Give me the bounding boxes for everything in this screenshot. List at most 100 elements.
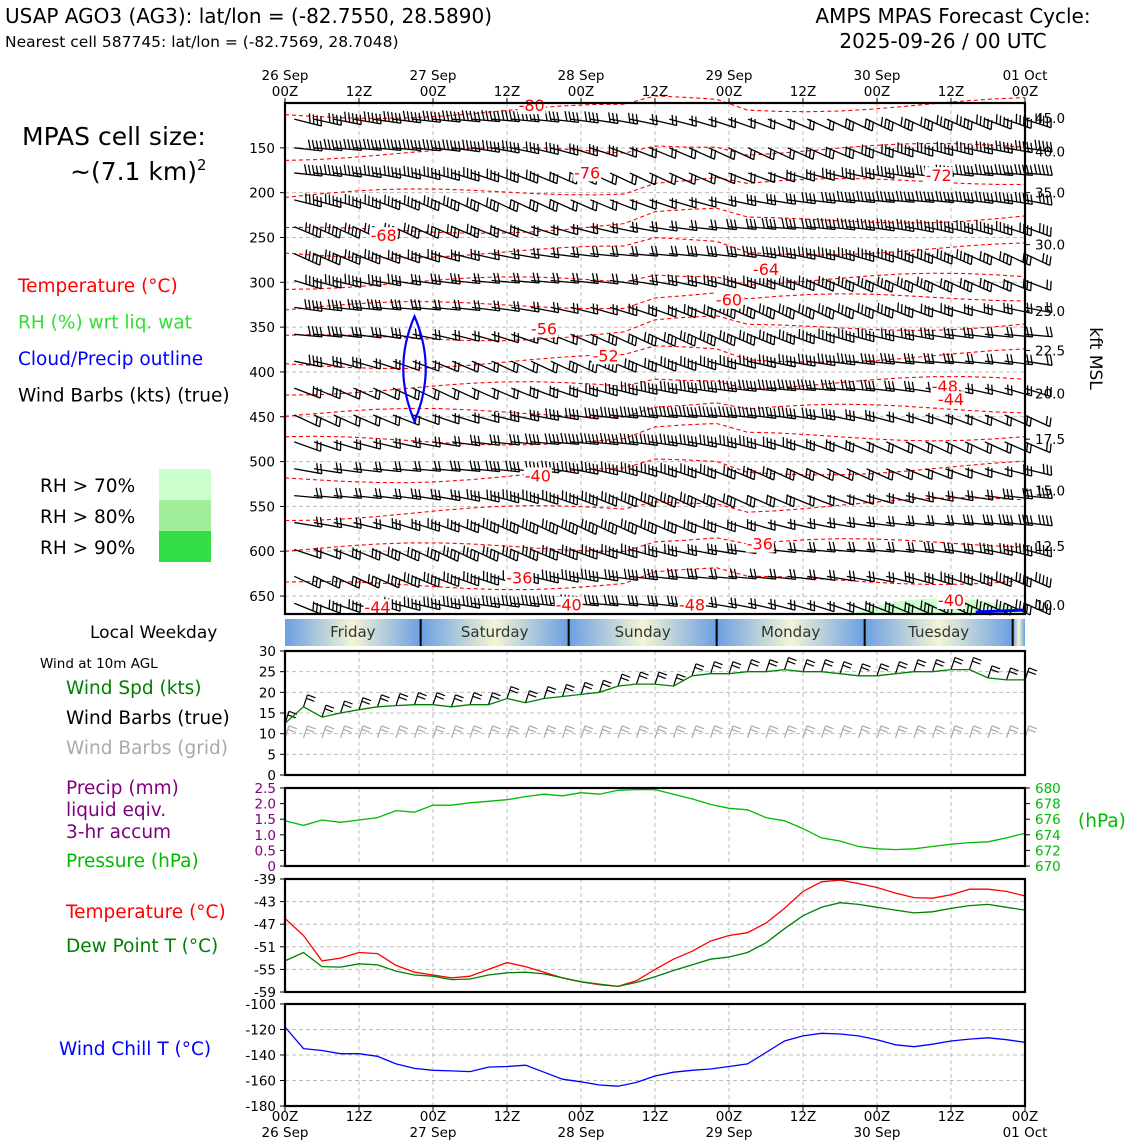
wind-barb-feather [417,551,421,562]
wind-barb-feather [639,406,643,417]
wind-barb-staff [728,602,756,610]
wind-barb-feather [1049,256,1052,266]
wind-barb-staff [945,575,973,586]
pressure-tick-label: 400 [249,365,275,381]
wind-barb-feather [841,167,844,177]
wind-barb-staff [471,602,500,609]
y-tick-label: -43 [254,895,276,911]
contour-label-bg [937,592,965,610]
wind-barb-feather [733,246,738,257]
wind-barb-staff [964,441,991,455]
wind-barb-staff [708,387,737,393]
wind-barb-feather [982,252,986,262]
wind-barb-feather [410,226,414,236]
wind-barb-feather [437,390,440,401]
wind-barb-feather [359,114,362,125]
wind-barb-staff [807,495,834,507]
wind-barb-feather [565,569,568,580]
wind-barb-feather [683,303,686,314]
wind-barb-feather [603,679,612,684]
wind-barb-feather [995,140,998,151]
wind-barb [432,272,461,285]
wind-barb [728,661,742,674]
wind-barb-grid [469,725,483,738]
wind-barb-staff [802,659,808,672]
wind-barb-feather [462,595,465,606]
wind-barb-staff [846,172,875,180]
wind-barb [1024,222,1052,238]
wind-barb [846,516,876,528]
wind-barb [649,433,678,447]
wind-barb-grid [506,725,520,738]
wind-barb-feather [880,725,890,730]
wind-barb-staff [708,360,736,370]
wind-barb-feather [710,496,713,506]
wind-barb-staff [826,548,855,553]
wind-barb [945,542,974,555]
wind-barb-feather [462,545,466,555]
wind-barb-staff [965,360,994,365]
wind-barb [570,111,599,124]
wind-barb-feather [809,408,813,419]
wind-barb-feather [513,248,516,259]
wind-barb-feather [489,434,493,445]
wind-barb-grid [765,725,779,738]
wind-barb [353,248,381,265]
wind-barb-feather [805,247,808,258]
wind-barb-feather [805,354,809,365]
wind-barb [412,329,441,341]
wind-barb [294,516,323,528]
wind-barb-staff [866,495,894,505]
wind-barb-staff [886,414,914,424]
wind-barb-feather [455,725,464,730]
wind-barb-feather [512,434,517,445]
wind-barb-feather [517,596,520,608]
wind-barb-feather [930,121,934,131]
wind-barb-feather [1030,142,1033,153]
wind-barb-feather [327,325,331,337]
wind-barb-staff [886,387,915,393]
wind-barb-feather [842,664,852,669]
wind-barb [471,411,500,424]
wind-barb-feather [825,725,834,730]
wind-barb-staff [333,147,362,151]
wind-barb-staff [452,602,480,609]
wind-barb-staff [984,387,1013,396]
wind-barb-feather [315,300,319,311]
wind-barb-staff [668,147,696,160]
wind-barb-staff [846,333,874,343]
wind-barb-feather [769,194,773,205]
wind-barb [1024,441,1052,454]
wind-barb-staff [787,306,814,320]
wind-barb-feather [492,692,501,697]
wind-barb-staff [846,468,873,482]
wind-barb [1024,252,1052,267]
wind-barb-feather [1035,572,1038,582]
wind-barb-staff [550,279,579,284]
wind-barb-feather [751,659,760,664]
wind-barb-staff [807,387,836,392]
wind-barb-staff [451,548,478,562]
wind-barb [649,356,677,372]
wind-barb [293,222,322,239]
contour-label-bg [930,377,959,395]
wind-barb [1024,514,1053,527]
wind-barb-feather [430,574,433,585]
wind-barb-staff [471,333,499,343]
wind-barb-feather [891,121,894,132]
wind-barb-feather [287,728,297,733]
wind-barb-feather [832,193,836,204]
pressure-tick-label: 500 [249,455,275,471]
wind-barb-staff [866,147,893,159]
wind-barb-staff [372,199,400,211]
wind-barb-feather [509,548,512,558]
wind-barb-feather [722,380,726,391]
wind-barb-feather [457,228,460,239]
wind-barb-staff [353,495,382,500]
wind-barb-feather [757,379,762,390]
wind-barb-staff [767,306,794,320]
wind-barb-feather [327,164,331,176]
wind-barb-staff [471,252,500,261]
wind-barb-feather [935,662,944,667]
wind-barb-feather [410,273,414,284]
